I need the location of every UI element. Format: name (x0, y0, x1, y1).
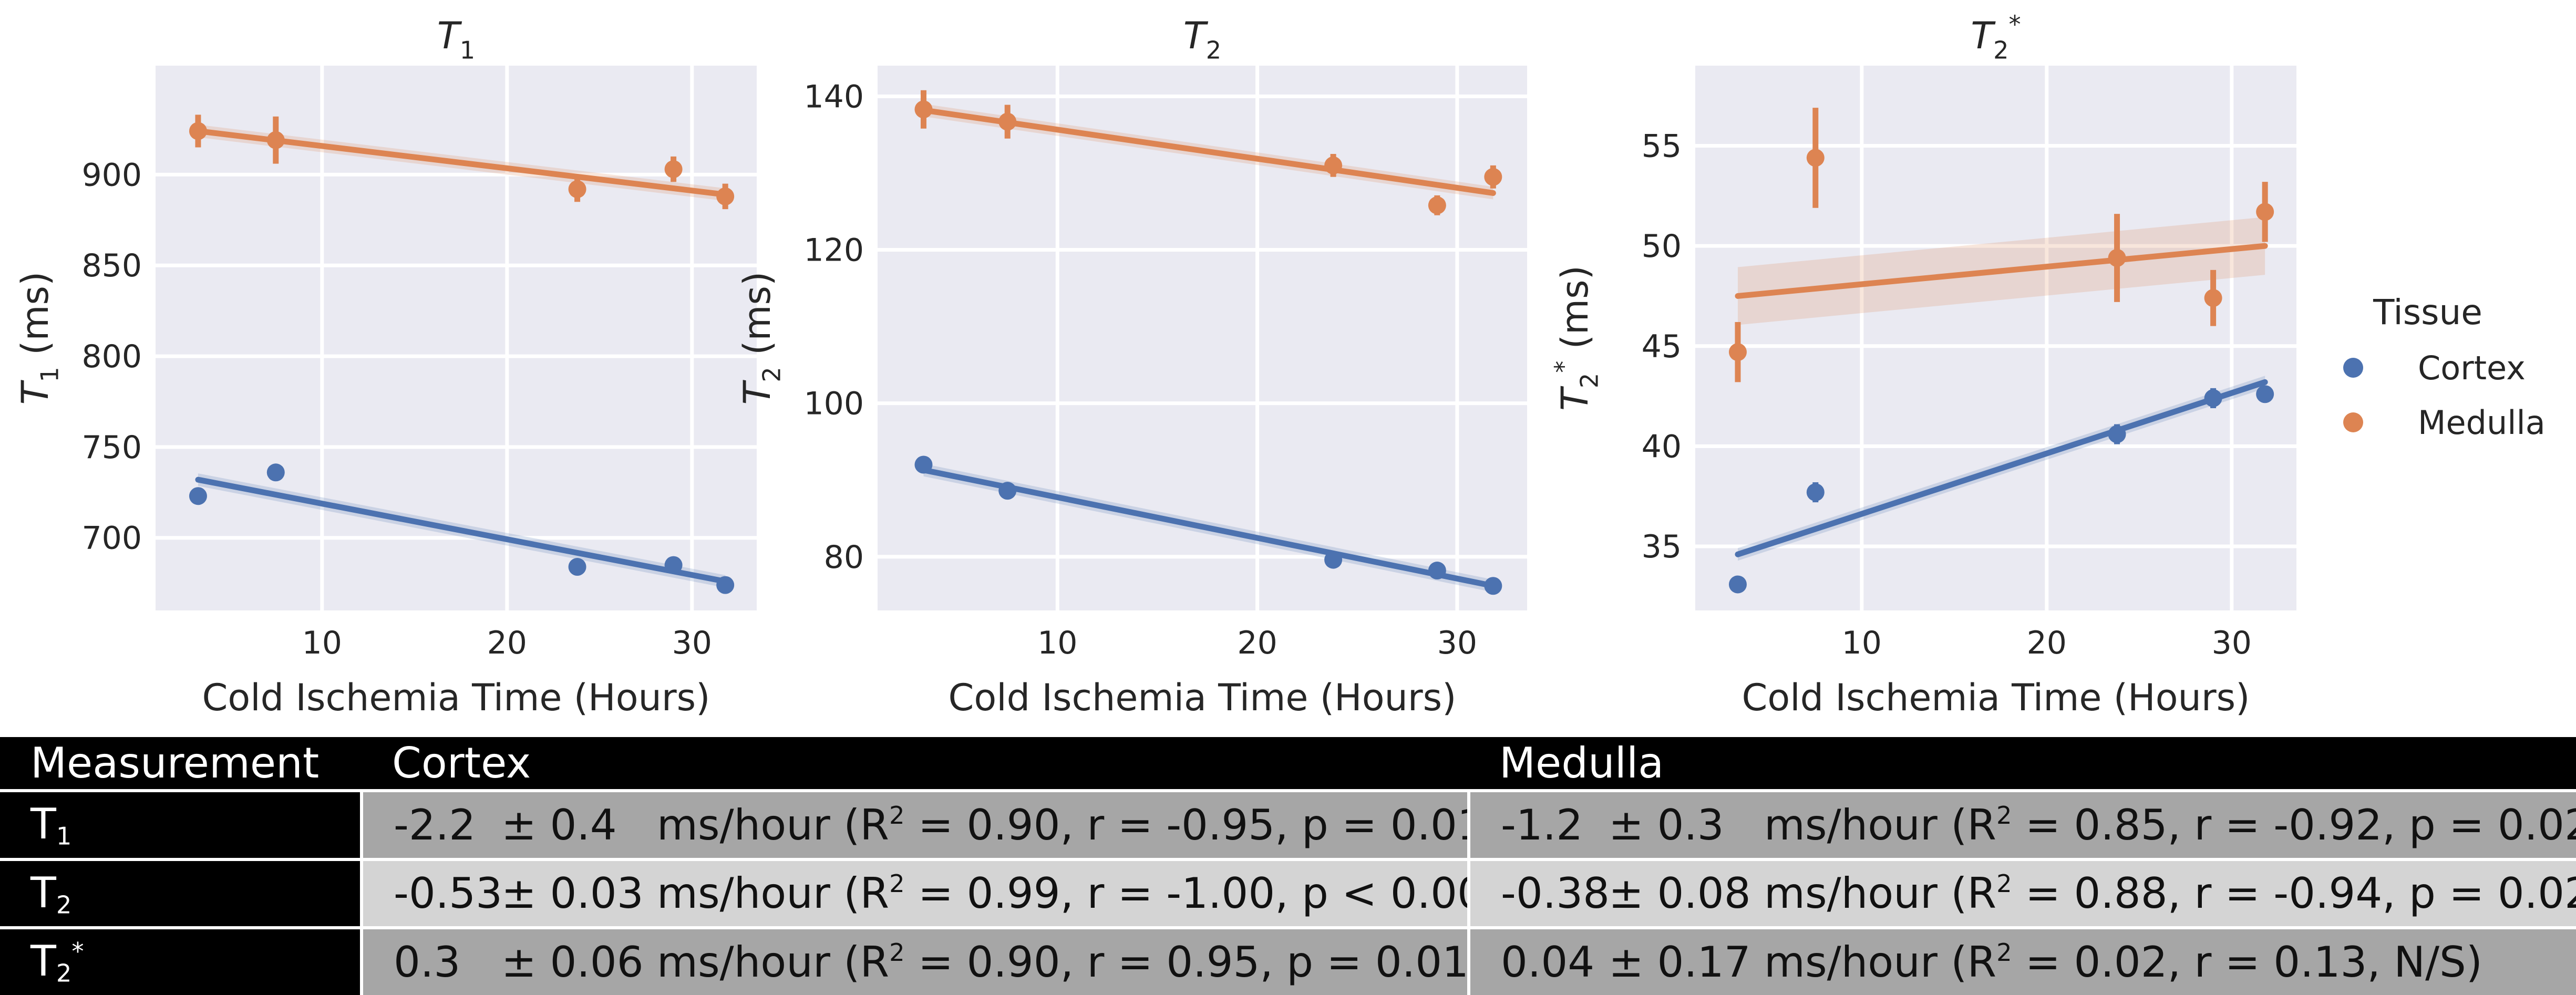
cortex-cell: -0.53± 0.03 ms/hour (R2 = 0.99, r = -1.0… (362, 857, 1470, 928)
cortex-fit-line (1735, 379, 2268, 557)
chart-title: T1 (437, 14, 475, 65)
x-tick-label: 30 (2212, 625, 2252, 661)
cortex-point (1428, 562, 1446, 580)
medulla-point (664, 160, 683, 179)
row-label: T2 (0, 857, 363, 928)
medulla-fit-line (920, 107, 1496, 196)
y-tick-label: 45 (1642, 328, 1682, 365)
medulla-point (914, 100, 933, 119)
medulla-cell: 0.04 ± 0.17 ms/hour (R2 = 0.02, r = 0.13,… (1469, 926, 2576, 995)
t2-chart: 10 20 30 80 100 120 140 T2 Cold Ischemia Time (H… (736, 14, 1527, 719)
cortex-point (1728, 575, 1747, 594)
row-label: T2* (0, 926, 363, 995)
chart-title: T2* (1971, 11, 2021, 65)
x-tick-label: 10 (1842, 625, 1882, 661)
x-axis-label: Cold Ischemia Time (Hours) (949, 676, 1457, 719)
y-axis-label: T1 (ms) (14, 272, 64, 405)
medulla-legend-label: Medulla (2418, 403, 2546, 442)
x-tick-label: 10 (302, 625, 342, 661)
medulla-point (2256, 203, 2274, 221)
figure: 10 20 30 700 750 800 850 900 T1 Cold Ischemia Tim… (14, 11, 2546, 719)
medulla-cell: -1.2 ± 0.3 ms/hour (R2 = 0.85, r = -0.92,… (1469, 789, 2576, 859)
y-tick-label: 40 (1642, 428, 1682, 465)
cortex-fit-line (195, 476, 728, 585)
header-cortex: Cortex (362, 737, 1469, 791)
row-label: T1 (0, 789, 363, 859)
cortex-point (2204, 389, 2222, 407)
y-axis-label: T2* (ms) (1550, 265, 1604, 411)
t1-chart: 10 20 30 700 750 800 850 900 T1 Cold Ischemia Tim… (14, 14, 757, 719)
cortex-point (664, 556, 683, 574)
y-tick-label: 800 (81, 338, 142, 375)
header-measurement: Measurement (0, 737, 362, 791)
legend: Tissue Cortex Medulla (2343, 292, 2546, 442)
medulla-point (189, 122, 207, 140)
medulla-point (1806, 149, 1825, 167)
table-row: T2* 0.3 ± 0.06 ms/hour (R2 = 0.90, r = 0.… (0, 926, 2576, 995)
plot-area (878, 66, 1527, 610)
cortex-point (2108, 425, 2126, 443)
y-tick-label: 35 (1642, 528, 1682, 565)
medulla-point (716, 187, 735, 205)
x-tick-label: 20 (2027, 625, 2067, 661)
cortex-fit-line (920, 467, 1496, 589)
cortex-point (189, 487, 207, 505)
medulla-cell: -0.38± 0.08 ms/hour (R2 = 0.88, r = -0.9… (1469, 857, 2576, 928)
y-tick-label: 120 (803, 232, 864, 269)
cortex-point (1324, 551, 1343, 569)
medulla-legend-marker (2343, 412, 2363, 432)
medulla-point (266, 131, 285, 149)
y-tick-label: 850 (81, 247, 142, 284)
medulla-fit-line (195, 128, 728, 198)
cortex-cell: 0.3 ± 0.06 ms/hour (R2 = 0.90, r = 0.95, … (362, 926, 1470, 995)
x-tick-label: 10 (1037, 625, 1077, 661)
table-header-row: Measurement Cortex Medulla (0, 737, 2576, 791)
cortex-point (568, 558, 586, 576)
cortex-point (2256, 385, 2274, 403)
chart-title: T2 (1183, 14, 1221, 65)
table-row: T2 -0.53± 0.03 ms/hour (R2 = 0.99, r = -… (0, 857, 2576, 928)
table-row: T1 -2.2 ± 0.4 ms/hour (R2 = 0.90, r = -0.… (0, 789, 2576, 859)
medulla-point (568, 180, 586, 199)
y-tick-label: 80 (824, 539, 864, 576)
plot-area (1695, 66, 2296, 610)
medulla-point (998, 112, 1017, 131)
cortex-point (716, 576, 735, 594)
x-tick-label: 20 (487, 625, 527, 661)
medulla-point (2204, 289, 2222, 307)
legend-title: Tissue (2373, 292, 2482, 333)
x-tick-label: 30 (1437, 625, 1477, 661)
t2star-chart: 10 20 30 35 40 45 50 55 T2* Cold Ischemia Time (H… (1550, 11, 2296, 719)
results-table: Measurement Cortex Medulla T1 -2.2 ± 0.4 … (0, 737, 2576, 995)
y-tick-label: 900 (81, 157, 142, 193)
cortex-point (1806, 483, 1825, 502)
medulla-point (2108, 249, 2126, 267)
x-tick-label: 20 (1237, 625, 1277, 661)
cortex-point (998, 482, 1017, 500)
cortex-cell: -2.2 ± 0.4 ms/hour (R2 = 0.90, r = -0.95,… (362, 789, 1470, 859)
y-tick-label: 55 (1642, 128, 1682, 165)
medulla-point (1324, 156, 1343, 174)
x-axis-label: Cold Ischemia Time (Hours) (1742, 676, 2250, 719)
cortex-legend-marker (2343, 358, 2363, 378)
medulla-point (1428, 196, 1446, 214)
y-axis-label: T2 (ms) (736, 272, 786, 405)
y-tick-label: 750 (81, 429, 142, 466)
x-axis-label: Cold Ischemia Time (Hours) (202, 676, 710, 719)
medulla-point (1484, 168, 1502, 186)
plot-area (156, 66, 757, 610)
y-tick-label: 140 (803, 78, 864, 115)
cortex-point (1484, 577, 1502, 595)
y-tick-label: 50 (1642, 228, 1682, 265)
x-tick-label: 30 (672, 625, 712, 661)
y-tick-label: 100 (803, 386, 864, 422)
cortex-legend-label: Cortex (2418, 349, 2526, 387)
cortex-point (914, 455, 933, 474)
y-tick-label: 700 (81, 520, 142, 557)
medulla-point (1728, 343, 1747, 361)
medulla-fit-line (1735, 243, 2268, 299)
header-medulla: Medulla (1469, 737, 2576, 791)
cortex-point (266, 463, 285, 482)
